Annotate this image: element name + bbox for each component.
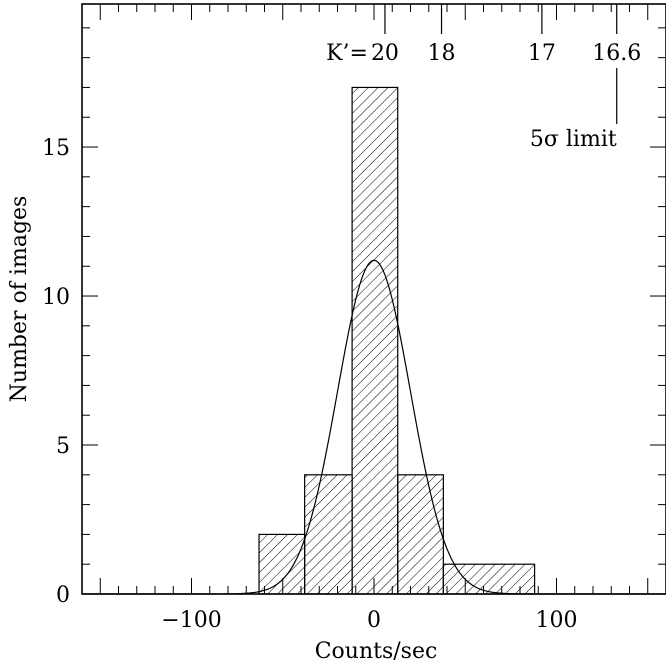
histogram-bars xyxy=(258,86,536,595)
x-tick-label: 100 xyxy=(536,608,578,633)
histogram-bar xyxy=(351,86,399,595)
x-tick-label: 0 xyxy=(367,608,381,633)
histogram-bar xyxy=(442,563,536,595)
x-tick-label: −100 xyxy=(161,608,221,633)
histogram-bar xyxy=(397,474,444,595)
x-tick-labels: −100 0 100 xyxy=(161,608,577,633)
histogram-bar xyxy=(304,474,353,595)
y-tick-label: 5 xyxy=(56,434,70,459)
top-axis-prefix: K’= xyxy=(326,41,368,66)
y-tick-label: 10 xyxy=(42,285,70,310)
top-axis-tick-label: 20 xyxy=(371,41,399,66)
y-tick-label: 0 xyxy=(56,583,70,608)
top-axis-tick-label: 16.6 xyxy=(592,41,641,66)
top-axis-tick-label: 17 xyxy=(528,41,556,66)
y-tick-label: 15 xyxy=(42,136,70,161)
axis-ticks xyxy=(82,4,666,595)
y-tick-labels: 0 5 10 15 xyxy=(42,136,70,608)
top-axis-tick-label: 18 xyxy=(428,41,456,66)
histogram-bar xyxy=(258,533,306,595)
limit-annotation: 5σ limit xyxy=(530,127,617,152)
y-axis-label: Number of images xyxy=(7,196,32,403)
x-axis-label: Counts/sec xyxy=(315,639,438,664)
top-magnitude-axis: K’= 20 18 17 16.6 xyxy=(326,4,641,66)
